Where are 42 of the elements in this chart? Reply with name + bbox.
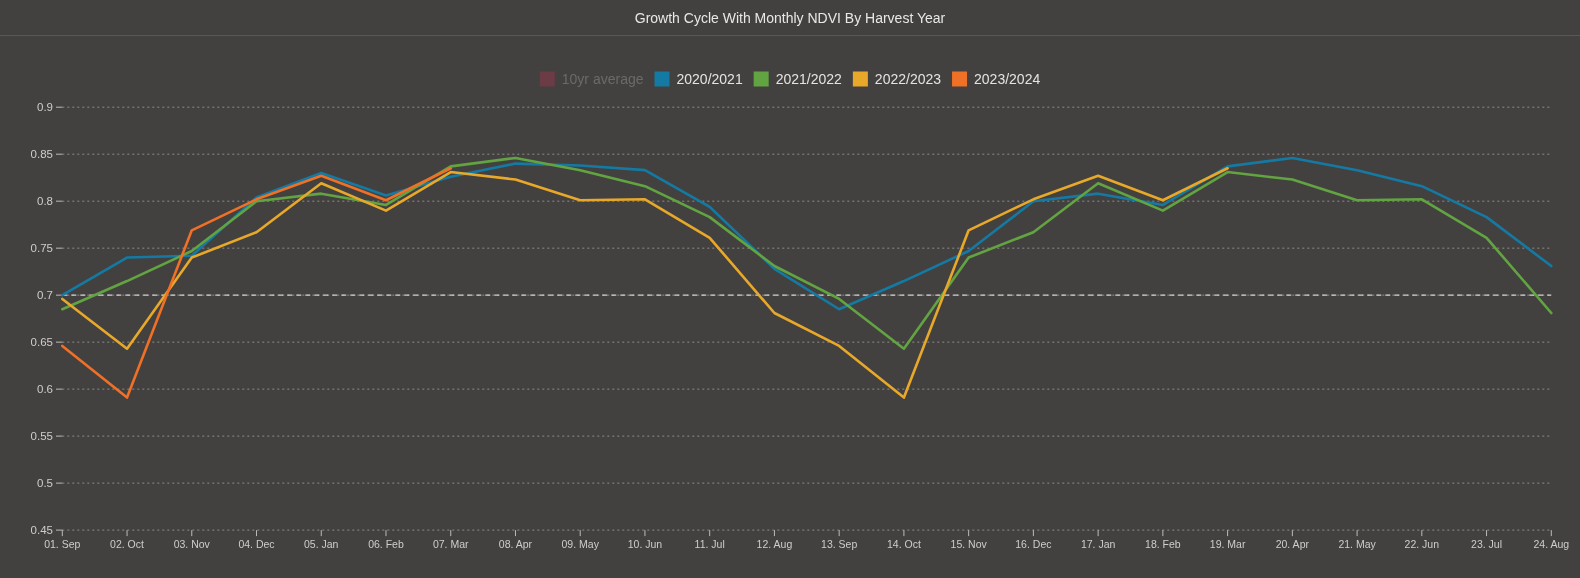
x-tick-label: 23. Jul: [1471, 538, 1503, 551]
x-tick-label: 21. May: [1338, 538, 1377, 551]
y-tick-label: 0.45: [30, 524, 53, 537]
x-tick-label: 11. Jul: [694, 538, 725, 551]
x-tick-label: 15. Nov: [950, 538, 988, 551]
x-tick-label: 07. Mar: [432, 538, 470, 551]
y-tick-label: 0.65: [30, 336, 53, 349]
y-tick-label: 0.55: [30, 430, 53, 443]
x-tick-label: 18. Feb: [1145, 538, 1181, 551]
line-series: [61, 166, 1229, 399]
x-tick-label: 22. Jun: [1404, 538, 1440, 551]
x-tick-label: 01. Sep: [44, 538, 81, 551]
x-tick-label: 08. Apr: [498, 538, 533, 551]
chart-title: Growth Cycle With Monthly NDVI By Harvest Year: [634, 10, 946, 26]
x-tick-label: 19. Mar: [1209, 538, 1246, 551]
line-series: [61, 166, 453, 399]
x-tick-label: 20. Apr: [1275, 538, 1310, 551]
legend-label: 2022/2023: [874, 70, 942, 87]
y-tick-label: 0.6: [37, 383, 53, 396]
x-tick-label: 09. May: [561, 538, 600, 551]
y-tick-label: 0.9: [37, 101, 53, 114]
y-tick-label: 0.5: [37, 477, 53, 490]
y-tick-label: 0.85: [30, 148, 53, 161]
x-tick-label: 06. Feb: [368, 538, 404, 551]
legend-label: 2020/2021: [676, 70, 743, 87]
x-tick-label: 03. Nov: [173, 538, 211, 551]
x-tick-label: 16. Dec: [1015, 538, 1052, 551]
x-tick-label: 10. Jun: [627, 538, 663, 551]
x-tick-label: 17. Jan: [1080, 538, 1116, 551]
legend-label: 2023/2024: [974, 70, 1041, 87]
x-tick-label: 05. Jan: [304, 538, 339, 551]
y-tick-label: 0.8: [37, 195, 53, 208]
x-tick-label: 13. Sep: [821, 538, 858, 551]
x-tick-label: 24. Aug: [1533, 538, 1570, 551]
x-tick-label: 02. Oct: [110, 538, 145, 551]
legend-label: 2021/2022: [775, 70, 843, 87]
x-tick-label: 04. Dec: [238, 538, 275, 551]
x-tick-label: 12. Aug: [756, 538, 793, 551]
x-tick-label: 14. Oct: [886, 538, 921, 551]
y-tick-label: 0.75: [30, 242, 53, 255]
y-tick-label: 0.7: [37, 289, 53, 302]
line-series: [61, 156, 1553, 351]
